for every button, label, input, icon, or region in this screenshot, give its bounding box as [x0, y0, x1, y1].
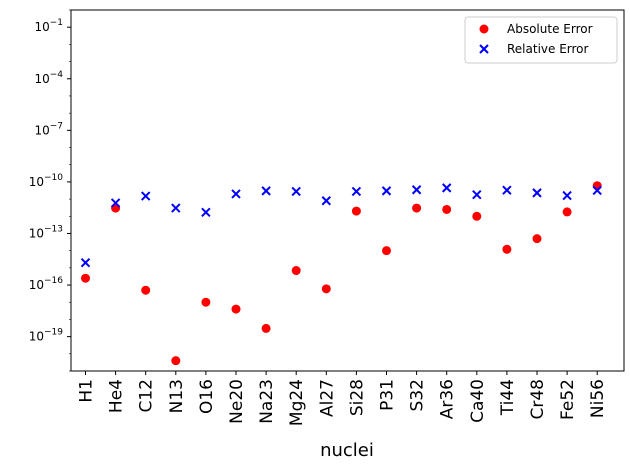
absolute-error-point — [141, 285, 151, 295]
legend-marker-x — [479, 44, 489, 54]
x-tick-label: Si28 — [347, 379, 367, 416]
series-absolute-error — [81, 181, 602, 366]
series-layer — [80, 181, 602, 366]
absolute-error-point — [171, 356, 181, 366]
legend-label: Relative Error — [507, 42, 589, 56]
x-tick-label: Ca40 — [468, 379, 488, 423]
x-tick-label: Fe52 — [558, 379, 578, 420]
relative-error-point — [140, 191, 151, 201]
relative-error-point — [321, 196, 332, 206]
x-tick-label: N13 — [167, 379, 187, 413]
x-tick-label: Ne20 — [227, 379, 247, 424]
relative-error-point — [201, 207, 211, 218]
absolute-error-point — [351, 206, 361, 216]
relative-error-point — [502, 185, 512, 195]
relative-error-point — [532, 188, 542, 198]
absolute-error-point — [592, 181, 602, 191]
y-tick-label: 10−10 — [29, 173, 64, 189]
y-tick-label: 10−19 — [29, 328, 64, 344]
y-tick-label: 10−4 — [34, 70, 63, 86]
absolute-error-point — [382, 246, 391, 256]
legend: Absolute Error Relative Error — [464, 16, 618, 64]
y-tick-label: 10−13 — [29, 224, 63, 240]
legend-marker-circle — [479, 24, 489, 34]
relative-error-point — [231, 189, 241, 199]
axes-frame — [70, 9, 625, 372]
relative-error-point — [80, 257, 91, 268]
relative-error-point — [592, 185, 602, 196]
relative-error-point — [261, 186, 271, 196]
absolute-error-point — [562, 207, 572, 217]
absolute-error-point — [472, 211, 482, 221]
x-tick-label: Ti44 — [498, 379, 518, 416]
y-tick-label: 10−16 — [29, 276, 64, 292]
absolute-error-point — [231, 304, 241, 314]
x-tick-label: H1 — [77, 379, 97, 403]
x-tick-label: Cr48 — [528, 379, 548, 420]
series-relative-error — [80, 183, 602, 268]
relative-error-point — [411, 185, 422, 195]
relative-error-point — [291, 186, 301, 197]
x-tick-label: Ar36 — [438, 379, 458, 419]
x-axis: H1 He4 C12 N13 O16 Ne20 Na23 Mg24 Al27 Si28 P31 S32… — [77, 371, 608, 426]
absolute-error-point — [502, 244, 512, 254]
absolute-error-point — [442, 204, 452, 214]
x-tick-label: Al27 — [317, 379, 337, 417]
absolute-error-point — [291, 266, 301, 276]
relative-error-point — [472, 189, 482, 200]
y-tick-label: 10−7 — [34, 121, 63, 137]
y-tick-label: 10−1 — [34, 18, 63, 34]
x-tick-label: O16 — [197, 379, 217, 414]
absolute-error-point — [532, 234, 542, 244]
absolute-error-point — [81, 273, 90, 283]
y-axis: 10−19 10−16 10−13 10−10 10−7 10−4 10−1 — [29, 9, 71, 372]
x-tick-label: He4 — [107, 379, 127, 413]
x-tick-label: S32 — [408, 379, 428, 411]
relative-error-point — [110, 198, 121, 208]
x-axis-label: nuclei — [320, 440, 374, 461]
absolute-error-point — [412, 203, 422, 213]
x-tick-label: Ni56 — [588, 379, 608, 418]
absolute-error-point — [261, 323, 271, 333]
relative-error-point — [441, 183, 452, 193]
relative-error-point — [171, 203, 181, 213]
x-tick-label: Na23 — [257, 379, 277, 424]
relative-error-point — [381, 186, 392, 196]
relative-error-point — [562, 190, 572, 201]
x-tick-label: P31 — [378, 379, 398, 411]
absolute-error-point — [201, 297, 211, 307]
x-tick-label: Mg24 — [287, 379, 307, 426]
legend-box — [464, 16, 618, 64]
legend-label: Absolute Error — [507, 22, 593, 36]
x-tick-label: C12 — [137, 379, 157, 413]
absolute-error-point — [321, 284, 331, 294]
relative-error-point — [351, 186, 362, 197]
